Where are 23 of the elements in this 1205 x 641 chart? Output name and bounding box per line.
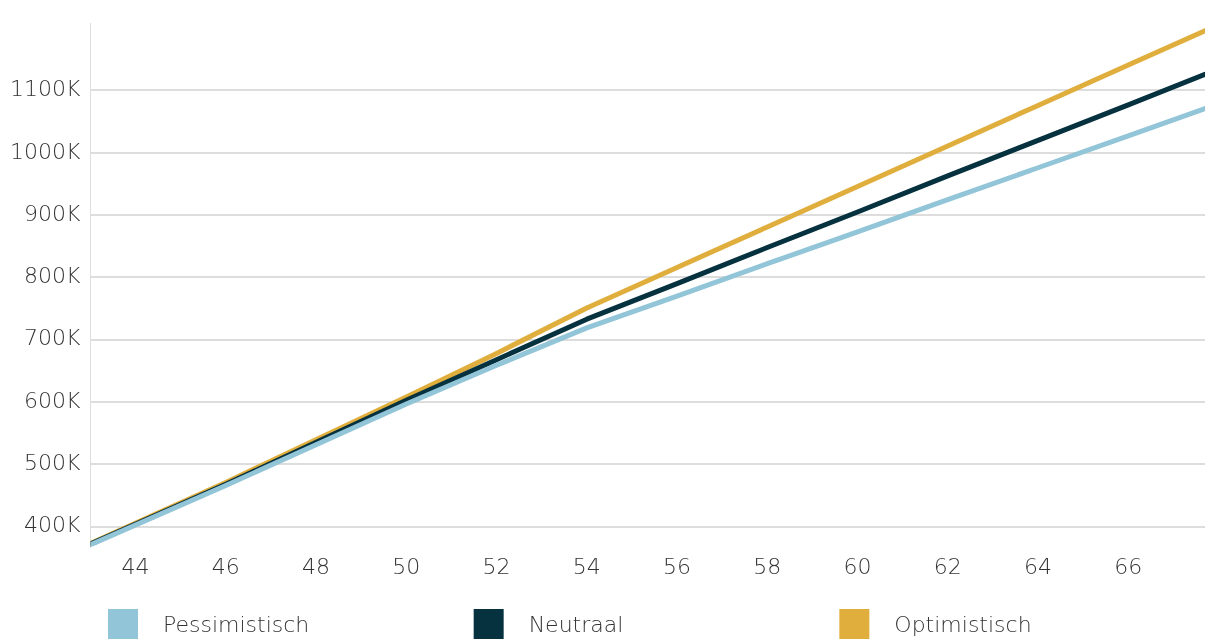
legend-label: Neutraal <box>528 611 624 637</box>
y-tick-label: 1000K <box>9 138 81 164</box>
x-tick-label: 44 <box>121 553 150 579</box>
x-tick-label: 64 <box>1024 553 1053 579</box>
x-tick-label: 56 <box>663 553 692 579</box>
y-tick-label: 400K <box>23 512 81 538</box>
x-tick-label: 48 <box>302 553 331 579</box>
y-tick-label: 900K <box>23 200 81 226</box>
x-tick-label: 52 <box>482 553 511 579</box>
x-tick-label: 62 <box>933 553 962 579</box>
x-tick-label: 58 <box>753 553 782 579</box>
legend-label: Optimistisch <box>894 611 1032 637</box>
y-tick-label: 700K <box>23 325 81 351</box>
x-tick-label: 46 <box>211 553 240 579</box>
y-tick-label: 500K <box>23 450 81 476</box>
x-tick-label: 66 <box>1114 553 1143 579</box>
legend-label: Pessimistisch <box>163 611 310 637</box>
x-tick-label: 54 <box>572 553 601 579</box>
y-tick-label: 1100K <box>9 76 81 102</box>
x-tick-label: 50 <box>392 553 421 579</box>
x-tick-label: 60 <box>843 553 872 579</box>
y-tick-label: 800K <box>23 263 81 289</box>
y-tick-label: 600K <box>23 387 81 413</box>
